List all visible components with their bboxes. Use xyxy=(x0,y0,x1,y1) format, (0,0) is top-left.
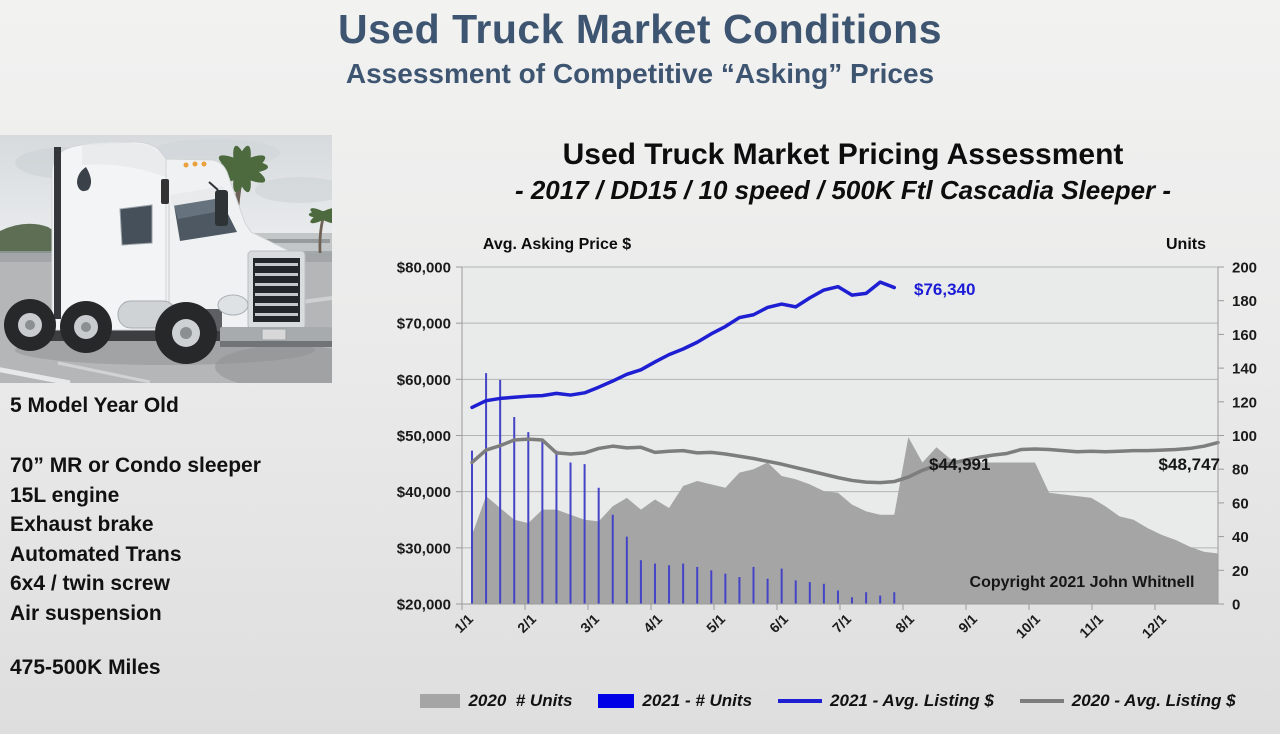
right-axis-tick-label: 100 xyxy=(1232,428,1257,445)
left-axis-title: Avg. Asking Price $ xyxy=(483,236,631,253)
x-axis-tick-label: 12/1 xyxy=(1139,611,1170,642)
chart-header: Used Truck Market Pricing Assessment - 2… xyxy=(406,138,1280,206)
spec-feature: 6x4 / twin screw xyxy=(10,572,170,595)
right-axis-tick-label: 60 xyxy=(1232,495,1249,512)
cloud xyxy=(255,177,332,203)
legend-swatch-2020-avg-listing xyxy=(1019,699,1064,703)
parking-line xyxy=(0,367,71,383)
legend-item-2021-avg-listing: 2021 - Avg. Listing $ xyxy=(778,691,994,711)
spec-feature: 70” MR or Condo sleeper xyxy=(10,454,261,477)
left-axis-tick-label: $80,000 xyxy=(397,260,451,277)
spec-feature: Automated Trans xyxy=(10,542,182,566)
slide-header: Used Truck Market Conditions Assessment … xyxy=(0,6,1280,90)
spec-age: 5 Model Year Old xyxy=(10,394,179,417)
right-axis-tick-label: 80 xyxy=(1232,462,1249,479)
building-windows xyxy=(228,239,330,243)
series-area-2020-units xyxy=(472,437,1218,604)
legend-label: 2020 - Avg. Listing $ xyxy=(1071,691,1236,710)
spec-feature: Exhaust brake xyxy=(10,513,154,536)
spec-miles: 475-500K Miles xyxy=(10,656,161,679)
x-axis-tick-label: 3/1 xyxy=(577,611,602,636)
spec-feature: 15L engine xyxy=(10,483,120,507)
truck-specs: 5 Model Year Old 70” MR or Condo sleeper… xyxy=(10,394,345,680)
treeline xyxy=(0,223,60,255)
chart-legend: 2020 # Units 2021 - # Units 2021 - Avg. … xyxy=(376,691,1280,711)
parking-line xyxy=(57,361,151,383)
slide-subtitle: Assessment of Competitive “Asking” Price… xyxy=(345,58,935,89)
chart-subtitle: - 2017 / DD15 / 10 speed / 500K Ftl Casc… xyxy=(514,175,1172,205)
x-axis-tick-label: 7/1 xyxy=(829,611,854,636)
left-axis-tick-label: $30,000 xyxy=(397,540,451,557)
truck-photo xyxy=(0,135,332,383)
legend-label: 2021 - Avg. Listing $ xyxy=(830,691,994,710)
left-axis-tick-label: $70,000 xyxy=(397,316,451,333)
legend-item-2020-units: 2020 # Units xyxy=(420,691,572,711)
chart-title: Used Truck Market Pricing Assessment xyxy=(562,138,1124,171)
annotation-2020-mid-price: $44,991 xyxy=(929,455,991,474)
x-axis-tick-label: 10/1 xyxy=(1013,611,1044,642)
series-line xyxy=(470,437,1220,485)
legend-item-2020-avg-listing: 2020 - Avg. Listing $ xyxy=(1019,691,1236,711)
annotation-2020-end-price: $48,747 xyxy=(1158,455,1220,474)
legend-swatch-2021-units xyxy=(598,694,635,708)
legend-swatch-2020-units xyxy=(420,694,461,708)
x-axis-tick-label: 11/1 xyxy=(1076,611,1106,641)
right-axis-tick-label: 200 xyxy=(1232,260,1257,277)
x-axis-tick-label: 9/1 xyxy=(955,611,980,636)
left-axis-tick-label: $60,000 xyxy=(397,372,451,389)
legend-label: 2021 - # Units xyxy=(642,691,753,710)
right-axis-tick-label: 160 xyxy=(1232,327,1257,344)
left-axis-tick-label: $50,000 xyxy=(397,428,451,445)
right-axis-tick-label: 140 xyxy=(1232,361,1257,378)
legend-label: 2020 # Units xyxy=(468,691,573,710)
legend-swatch-2021-avg-listing xyxy=(778,699,823,703)
right-axis-tick-label: 120 xyxy=(1232,394,1257,411)
legend-item-2021-units: 2021 - # Units xyxy=(598,691,752,711)
x-axis-tick-label: 5/1 xyxy=(703,611,728,636)
right-axis-title: Units xyxy=(1166,236,1206,253)
right-axis-tick-label: 0 xyxy=(1232,597,1240,614)
annotation-2021-price: $76,340 xyxy=(914,280,976,299)
slide-title: Used Truck Market Conditions xyxy=(337,6,943,52)
x-axis-tick-label: 6/1 xyxy=(766,611,791,636)
right-axis-tick-label: 40 xyxy=(1232,529,1249,546)
left-axis-tick-label: $40,000 xyxy=(397,484,451,501)
series-line xyxy=(470,280,897,410)
left-axis-tick-label: $20,000 xyxy=(397,597,451,614)
right-axis-tick-label: 20 xyxy=(1232,563,1249,580)
x-axis-tick-label: 4/1 xyxy=(640,611,665,636)
pricing-chart: Avg. Asking Price $ Units $20,000 $30,000… xyxy=(350,130,1280,690)
copyright-note: Copyright 2021 John Whitnell xyxy=(969,574,1195,591)
x-axis-tick-label: 2/1 xyxy=(514,611,539,636)
pricing-chart-plot: Avg. Asking Price $ Units $20,000 $30,000… xyxy=(397,236,1257,642)
x-axis-tick-label: 8/1 xyxy=(892,611,917,636)
right-axis-tick-label: 180 xyxy=(1232,293,1257,310)
spec-feature: Air suspension xyxy=(10,601,162,625)
truck xyxy=(4,141,332,364)
x-axis-tick-label: 1/1 xyxy=(451,611,476,636)
